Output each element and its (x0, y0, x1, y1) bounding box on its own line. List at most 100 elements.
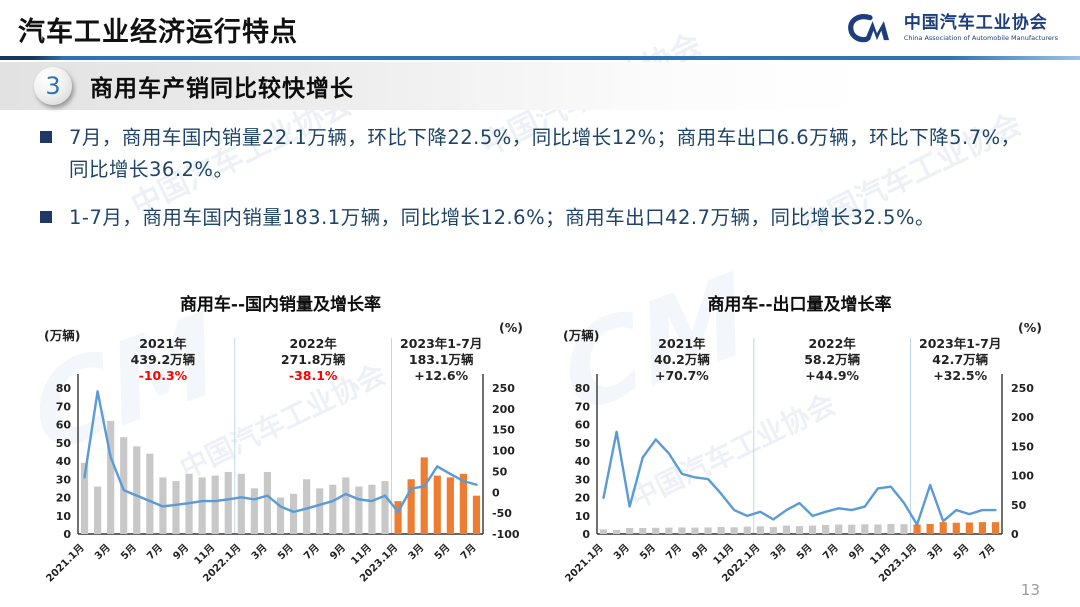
logo-org-name: 中国汽车工业协会 (903, 12, 1048, 33)
bullet-marker-icon (40, 211, 52, 224)
svg-text:2021.1月: 2021.1月 (44, 542, 87, 585)
caam-logo-icon (847, 14, 889, 43)
page-number: 13 (1020, 581, 1040, 599)
svg-text:(%): (%) (1018, 320, 1042, 335)
svg-text:3月: 3月 (406, 542, 426, 562)
svg-text:5月: 5月 (794, 542, 814, 562)
header-divider (0, 56, 1080, 60)
export-volume-chart: 商用车--出口量及增长率 (万辆) (%) 2021年 40.2万辆 +70.7% 2022… (547, 290, 1052, 600)
svg-text:2022年: 2022年 (290, 336, 338, 351)
svg-text:80: 80 (575, 382, 591, 395)
svg-text:商用车--出口量及增长率: 商用车--出口量及增长率 (707, 294, 891, 315)
bullet-item: 7月，商用车国内销量22.1万辆，环比下降22.5%，同比增长12%；商用车出口… (40, 122, 1050, 186)
svg-text:2023年1-7月: 2023年1-7月 (400, 336, 482, 351)
svg-text:商用车--国内销量及增长率: 商用车--国内销量及增长率 (180, 294, 381, 315)
svg-text:-38.1%: -38.1% (289, 368, 338, 383)
svg-text:9月: 9月 (690, 542, 710, 562)
svg-text:40: 40 (575, 455, 591, 468)
svg-text:+12.6%: +12.6% (414, 368, 468, 383)
svg-text:+44.9%: +44.9% (805, 368, 859, 383)
svg-text:10: 10 (56, 510, 72, 523)
svg-text:58.2万辆: 58.2万辆 (804, 352, 860, 367)
svg-text:20: 20 (56, 492, 72, 505)
svg-text:5月: 5月 (118, 542, 138, 562)
svg-text:60: 60 (575, 419, 591, 432)
svg-text:3月: 3月 (249, 542, 269, 562)
svg-text:3月: 3月 (768, 542, 788, 562)
svg-text:(%): (%) (499, 320, 523, 335)
svg-text:(万辆): (万辆) (44, 328, 80, 343)
svg-text:5月: 5月 (637, 542, 657, 562)
section-heading: 商用车产销同比较快增长 (90, 76, 354, 102)
svg-text:0: 0 (1011, 528, 1019, 541)
svg-text:30: 30 (575, 473, 591, 486)
svg-text:20: 20 (575, 492, 591, 505)
svg-text:0: 0 (63, 528, 71, 541)
svg-text:+70.7%: +70.7% (655, 368, 709, 383)
svg-text:2021.1月: 2021.1月 (563, 542, 606, 585)
svg-text:9月: 9月 (327, 542, 347, 562)
svg-text:5月: 5月 (951, 542, 971, 562)
section-heading-band: 3 商用车产销同比较快增长 (0, 62, 1080, 110)
bullet-text: 1-7月，商用车国内销量183.1万辆，同比增长12.6%；商用车出口42.7万… (69, 206, 935, 230)
domestic-sales-chart: 商用车--国内销量及增长率 (万辆) (%) 2021年 439.2万辆 -10.3% 20… (28, 290, 533, 600)
svg-text:+32.5%: +32.5% (933, 368, 987, 383)
svg-text:-100: -100 (492, 528, 520, 541)
svg-text:7月: 7月 (977, 542, 997, 562)
svg-text:150: 150 (1011, 440, 1034, 453)
bullet-marker-icon (40, 131, 52, 143)
svg-text:42.7万辆: 42.7万辆 (932, 352, 988, 367)
bullet-text: 7月，商用车国内销量22.1万辆，环比下降22.5%，同比增长12%；商用车出口… (69, 126, 1021, 182)
logo-org-name-en: China Association of Automobile Manufact… (903, 33, 1058, 42)
bullet-item: 1-7月，商用车国内销量183.1万辆，同比增长12.6%；商用车出口42.7万… (40, 202, 1050, 234)
svg-text:0: 0 (492, 486, 500, 499)
svg-text:30: 30 (56, 473, 72, 486)
svg-text:40: 40 (56, 455, 72, 468)
svg-text:250: 250 (492, 382, 515, 395)
svg-text:7月: 7月 (820, 542, 840, 562)
svg-text:50: 50 (1011, 499, 1027, 512)
svg-text:9月: 9月 (171, 542, 191, 562)
svg-text:50: 50 (492, 465, 508, 478)
svg-text:-50: -50 (492, 507, 512, 520)
svg-text:2022年: 2022年 (809, 336, 857, 351)
page-title: 汽车工业经济运行特点 (18, 17, 298, 48)
svg-text:439.2万辆: 439.2万辆 (131, 352, 196, 367)
svg-text:10: 10 (575, 510, 591, 523)
section-number-badge: 3 (34, 67, 72, 105)
charts-row: 商用车--国内销量及增长率 (万辆) (%) 2021年 439.2万辆 -10.3% 20… (28, 290, 1052, 600)
svg-text:3月: 3月 (92, 542, 112, 562)
svg-text:250: 250 (1011, 382, 1034, 395)
svg-text:3月: 3月 (611, 542, 631, 562)
svg-text:(万辆): (万辆) (563, 328, 599, 343)
svg-text:5月: 5月 (432, 542, 452, 562)
svg-text:40.2万辆: 40.2万辆 (654, 352, 710, 367)
bullet-list: 7月，商用车国内销量22.1万辆，环比下降22.5%，同比增长12%；商用车出口… (40, 122, 1050, 251)
svg-text:9月: 9月 (846, 542, 866, 562)
svg-text:80: 80 (56, 382, 72, 395)
svg-text:-10.3%: -10.3% (139, 368, 188, 383)
svg-text:60: 60 (56, 419, 72, 432)
svg-text:3月: 3月 (925, 542, 945, 562)
caam-logo: 中国汽车工业协会 China Association of Automobile… (844, 10, 1058, 46)
svg-text:70: 70 (56, 400, 72, 413)
svg-text:183.1万辆: 183.1万辆 (409, 352, 474, 367)
svg-text:2023年1-7月: 2023年1-7月 (919, 336, 1001, 351)
svg-text:7月: 7月 (301, 542, 321, 562)
svg-text:200: 200 (1011, 411, 1034, 424)
svg-text:200: 200 (492, 403, 515, 416)
svg-text:50: 50 (56, 437, 72, 450)
svg-text:2021年: 2021年 (139, 336, 187, 351)
svg-text:150: 150 (492, 424, 515, 437)
svg-text:0: 0 (582, 528, 590, 541)
svg-text:7月: 7月 (664, 542, 684, 562)
svg-text:7月: 7月 (458, 542, 478, 562)
svg-text:5月: 5月 (275, 542, 295, 562)
svg-text:50: 50 (575, 437, 591, 450)
svg-text:271.8万辆: 271.8万辆 (281, 352, 346, 367)
svg-text:2021年: 2021年 (658, 336, 706, 351)
svg-text:7月: 7月 (145, 542, 165, 562)
svg-text:100: 100 (1011, 470, 1034, 483)
